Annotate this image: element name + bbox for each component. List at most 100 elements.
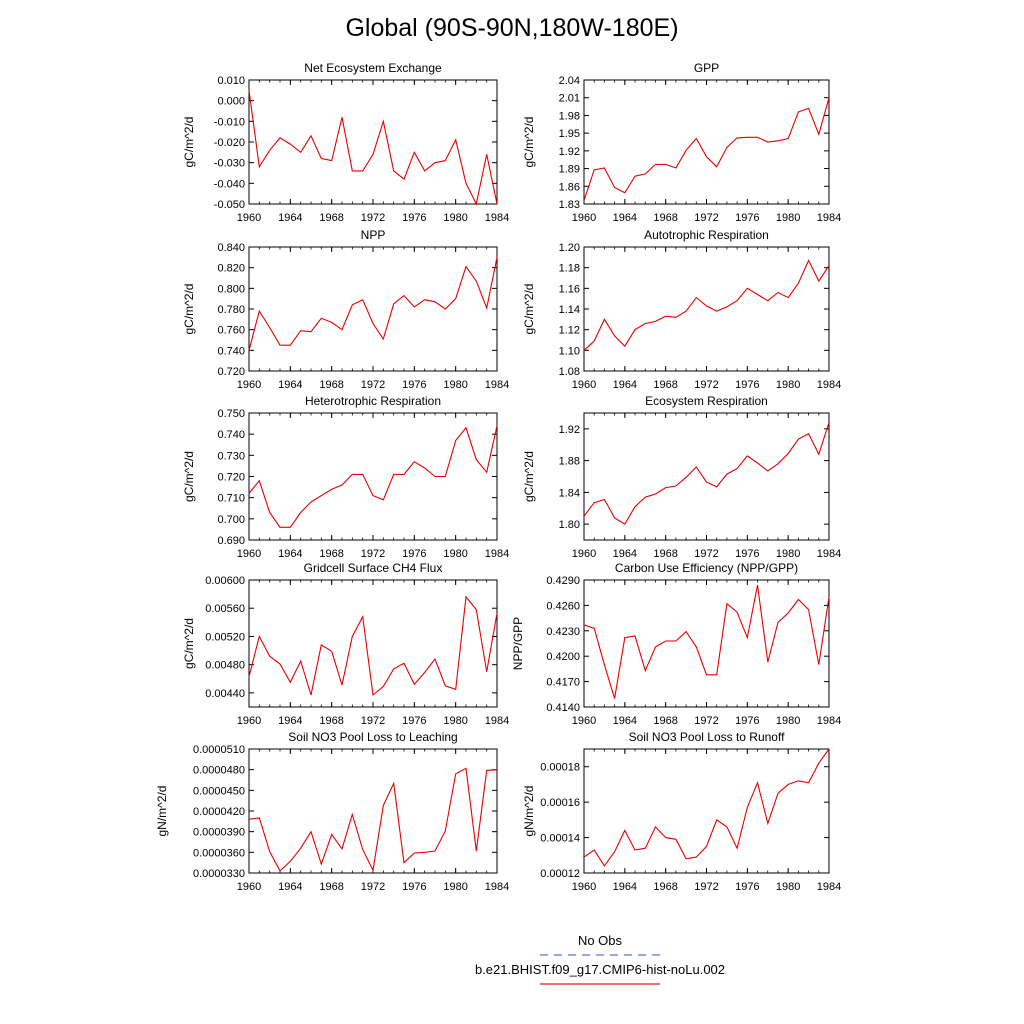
plot-frame	[583, 246, 830, 372]
y-tick-label: 0.740	[217, 345, 245, 357]
x-tick-label: 1972	[361, 881, 385, 893]
y-tick-label: 0.0000330	[193, 868, 245, 880]
x-tick-label: 1972	[361, 379, 385, 391]
series-line	[583, 748, 830, 867]
x-tick-label: 1976	[402, 881, 426, 893]
chart-panel: NPP 1960 1964 1968 1972 1976 1980 1984 0.720 0.74…	[182, 228, 509, 391]
y-tick-label: 0.0000390	[193, 827, 245, 839]
y-tick-label: 1.10	[559, 345, 580, 357]
x-tick-label: 1960	[572, 881, 596, 893]
y-tick-label: 0.760	[217, 325, 245, 337]
chart-title: NPP	[361, 228, 386, 242]
y-tick-label: 0.4200	[546, 651, 580, 663]
x-tick-label: 1968	[319, 548, 343, 560]
y-tick-label: 2.01	[559, 93, 580, 105]
y-axis-label: gN/m^2/d	[155, 786, 169, 837]
plot-frame	[248, 748, 498, 874]
x-tick-label: 1968	[653, 881, 677, 893]
series-line	[248, 257, 498, 351]
y-axis-label: gC/m^2/d	[182, 117, 196, 168]
series-line	[248, 767, 498, 872]
y-tick-label: 0.00016	[540, 797, 580, 809]
plot-frame	[583, 412, 830, 541]
legend	[540, 954, 660, 985]
y-tick-label: -0.050	[214, 199, 245, 211]
x-tick-label: 1980	[443, 379, 467, 391]
chart-title: Soil NO3 Pool Loss to Runoff	[629, 730, 786, 744]
y-tick-label: 1.95	[559, 128, 580, 140]
y-tick-label: 0.710	[217, 493, 245, 505]
y-axis-label: gC/m^2/d	[522, 284, 536, 335]
x-tick-label: 1984	[817, 379, 841, 391]
y-tick-label: 0.4260	[546, 600, 580, 612]
series-line	[583, 97, 830, 201]
series-line	[248, 90, 498, 206]
x-tick-label: 1980	[776, 548, 800, 560]
chart-title: GPP	[694, 61, 719, 75]
y-tick-label: 0.4140	[546, 702, 580, 714]
chart-panel: Net Ecosystem Exchange 1960 1964 1968 1972 19…	[182, 61, 509, 224]
chart-panel: GPP 1960 1964 1968 1972 1976 1980 1984 1.83 1.86 1…	[522, 61, 841, 224]
y-tick-label: 0.00520	[205, 631, 245, 643]
x-tick-label: 1960	[237, 212, 261, 224]
x-tick-label: 1972	[694, 212, 718, 224]
y-tick-label: 0.720	[217, 366, 245, 378]
x-tick-label: 1964	[613, 212, 637, 224]
x-tick-label: 1980	[776, 715, 800, 727]
chart-title: Gridcell Surface CH4 Flux	[304, 561, 443, 575]
y-tick-label: 0.690	[217, 535, 245, 547]
y-tick-label: 0.00012	[540, 868, 580, 880]
y-tick-label: 1.84	[559, 487, 580, 499]
x-tick-label: 1960	[572, 379, 596, 391]
y-tick-label: 1.89	[559, 164, 580, 176]
x-tick-label: 1976	[402, 548, 426, 560]
x-tick-label: 1964	[278, 548, 302, 560]
y-tick-label: 1.16	[559, 283, 580, 295]
x-tick-label: 1960	[237, 548, 261, 560]
x-tick-label: 1964	[613, 715, 637, 727]
y-tick-label: 0.00014	[540, 833, 580, 845]
chart-title: Carbon Use Efficiency (NPP/GPP)	[615, 561, 798, 575]
x-tick-label: 1976	[735, 379, 759, 391]
y-tick-label: 1.12	[559, 325, 580, 337]
y-tick-label: 0.750	[217, 408, 245, 420]
plot-frame	[248, 246, 498, 372]
x-tick-label: 1984	[485, 548, 509, 560]
x-tick-label: 1976	[735, 548, 759, 560]
x-tick-label: 1964	[278, 715, 302, 727]
y-tick-label: 0.4230	[546, 626, 580, 638]
chart-title: Net Ecosystem Exchange	[304, 61, 442, 75]
plot-frame	[248, 412, 498, 541]
x-tick-label: 1964	[613, 881, 637, 893]
chart-title: Soil NO3 Pool Loss to Leaching	[288, 730, 457, 744]
y-tick-label: 0.700	[217, 514, 245, 526]
chart-panel: Autotrophic Respiration 1960 1964 1968 1972 1…	[522, 228, 841, 391]
chart-panel: Soil NO3 Pool Loss to Leaching 1960 1964 19…	[155, 730, 509, 893]
x-tick-label: 1972	[694, 715, 718, 727]
y-tick-label: 1.98	[559, 110, 580, 122]
x-tick-label: 1984	[485, 881, 509, 893]
y-axis-label: gC/m^2/d	[182, 284, 196, 335]
y-tick-label: -0.010	[214, 116, 245, 128]
x-tick-label: 1980	[443, 548, 467, 560]
plot-frame	[583, 748, 830, 874]
y-axis-label: gC/m^2/d	[522, 117, 536, 168]
x-tick-label: 1980	[443, 881, 467, 893]
y-tick-label: 0.0000480	[193, 765, 245, 777]
series-line	[583, 259, 830, 351]
y-tick-label: 2.04	[559, 75, 580, 87]
series-line	[583, 422, 830, 525]
y-tick-label: 1.88	[559, 456, 580, 468]
x-tick-label: 1968	[319, 881, 343, 893]
y-tick-label: 1.20	[559, 242, 580, 254]
y-tick-label: 1.18	[559, 263, 580, 275]
x-tick-label: 1984	[485, 715, 509, 727]
x-tick-label: 1960	[572, 548, 596, 560]
y-tick-label: 1.92	[559, 146, 580, 158]
y-tick-label: 1.08	[559, 366, 580, 378]
x-tick-label: 1972	[694, 548, 718, 560]
y-tick-label: 1.80	[559, 519, 580, 531]
y-tick-label: 0.00440	[205, 688, 245, 700]
y-tick-label: 0.730	[217, 450, 245, 462]
